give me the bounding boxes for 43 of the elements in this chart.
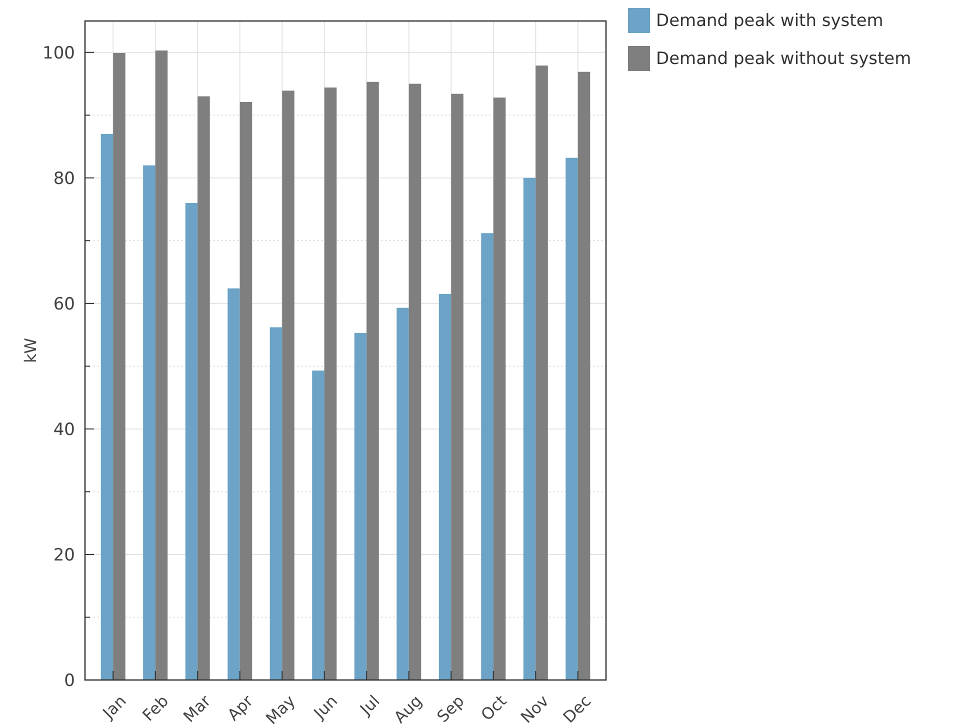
bar (185, 203, 198, 680)
bar (155, 50, 168, 680)
bar (240, 102, 252, 680)
y-tick-label: 0 (64, 670, 75, 691)
x-tick-label: Nov (516, 691, 552, 727)
y-tick-label: 100 (42, 43, 75, 64)
bar (100, 134, 114, 680)
legend-label: Demand peak without system (656, 48, 912, 69)
x-tick-label: Sep (433, 691, 468, 726)
bar (396, 308, 409, 680)
x-tick-label: Oct (477, 691, 510, 724)
bar (536, 66, 548, 680)
x-tick-label: Feb (138, 691, 172, 725)
y-tick-label: 80 (53, 168, 75, 189)
bar (270, 327, 282, 680)
y-tick-label: 60 (53, 294, 75, 314)
bar (312, 370, 324, 680)
bar (408, 84, 422, 680)
bar (113, 53, 126, 680)
bar (366, 82, 379, 680)
bar (354, 332, 367, 680)
bar (324, 88, 337, 680)
bar (438, 294, 452, 680)
x-tick-label: Jan (98, 691, 130, 723)
bar (228, 288, 240, 680)
bar (282, 90, 294, 680)
bar (493, 98, 506, 680)
x-tick-label: Jul (356, 691, 384, 720)
bar (578, 72, 590, 680)
bar (523, 178, 536, 680)
y-tick-label: 20 (53, 545, 75, 566)
bar (566, 158, 578, 680)
y-axis-title: kW (21, 338, 40, 364)
bar (143, 165, 156, 680)
x-tick-label: Jun (309, 691, 342, 724)
bar (451, 94, 464, 680)
legend-label: Demand peak with system (656, 10, 884, 31)
bar (481, 233, 494, 680)
bar (198, 96, 210, 680)
x-tick-label: Mar (180, 691, 215, 726)
x-tick-label: Dec (559, 691, 595, 727)
y-tick-label: 40 (53, 420, 75, 440)
x-tick-label: Apr (224, 691, 257, 724)
